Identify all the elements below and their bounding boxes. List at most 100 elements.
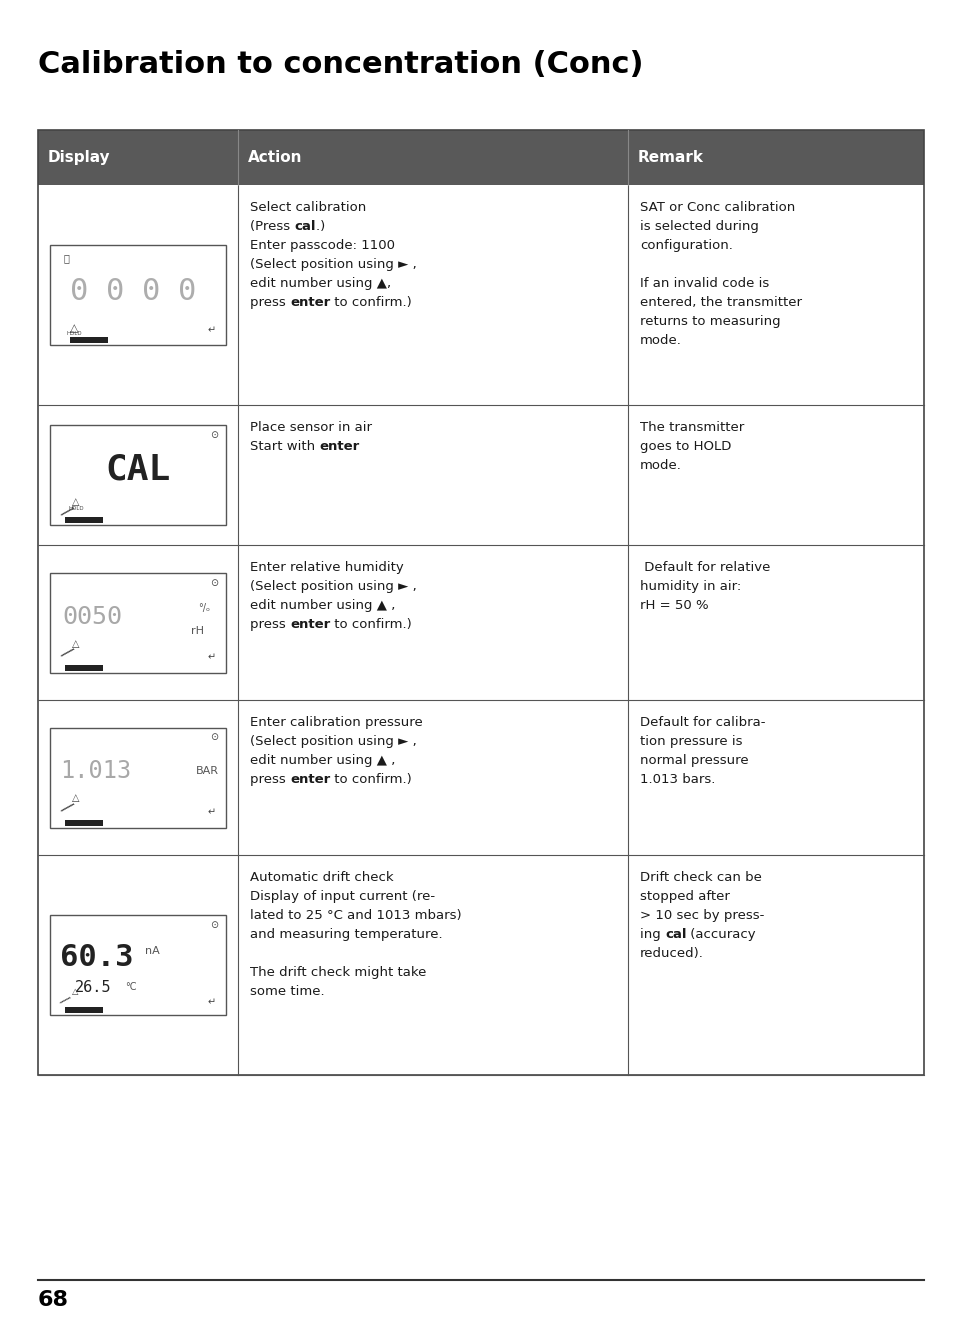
Text: rH = 50 %: rH = 50 % (639, 599, 708, 612)
Text: entered, the transmitter: entered, the transmitter (639, 297, 801, 309)
Bar (65, 517, 103, 522)
Text: (Select position using ► ,: (Select position using ► , (250, 580, 416, 593)
Text: and measuring temperature.: and measuring temperature. (250, 929, 442, 941)
Bar (70, 337, 108, 343)
Text: 0050: 0050 (62, 604, 122, 628)
Bar (50, 573, 226, 672)
Text: mode.: mode. (639, 334, 681, 347)
Text: ↵: ↵ (208, 807, 215, 818)
Bar (50, 244, 226, 345)
Text: ⊙: ⊙ (210, 921, 218, 930)
Text: BAR: BAR (195, 767, 219, 776)
Text: 1.013 bars.: 1.013 bars. (639, 774, 715, 786)
Text: Display of input current (re-: Display of input current (re- (250, 890, 435, 903)
Text: Automatic drift check: Automatic drift check (250, 871, 394, 884)
Text: Default for calibra-: Default for calibra- (639, 716, 764, 729)
Text: The transmitter: The transmitter (639, 421, 743, 434)
Text: Enter relative humidity: Enter relative humidity (250, 561, 403, 574)
Text: returns to measuring: returns to measuring (639, 315, 780, 329)
Text: /: / (58, 502, 74, 520)
Text: ↵: ↵ (208, 325, 215, 335)
Text: CAL: CAL (105, 453, 171, 488)
Text: ing: ing (639, 929, 664, 941)
Text: △: △ (71, 987, 78, 997)
Text: Place sensor in air: Place sensor in air (250, 421, 372, 434)
Text: (accuracy: (accuracy (686, 929, 756, 941)
Text: to confirm.): to confirm.) (330, 619, 412, 631)
Bar (50, 915, 226, 1015)
Text: nA: nA (145, 946, 159, 957)
Text: °/ₒ: °/ₒ (198, 604, 210, 613)
Text: normal pressure: normal pressure (639, 754, 748, 767)
Text: ⊙: ⊙ (210, 577, 218, 588)
Text: 26.5: 26.5 (75, 979, 112, 994)
Text: to confirm.): to confirm.) (330, 774, 412, 786)
Bar (38, 130, 923, 184)
Text: ⊙: ⊙ (210, 732, 218, 743)
Bar (38, 545, 923, 700)
Text: Default for relative: Default for relative (639, 561, 770, 574)
Text: enter: enter (319, 440, 359, 453)
Text: ↵: ↵ (208, 652, 215, 663)
Text: SAT or Conc calibration: SAT or Conc calibration (639, 200, 795, 214)
Bar (65, 819, 103, 826)
Text: (Select position using ► ,: (Select position using ► , (250, 258, 416, 271)
Bar (50, 425, 226, 525)
Text: press: press (250, 619, 290, 631)
Text: reduced).: reduced). (639, 947, 703, 961)
Text: The drift check might take: The drift check might take (250, 966, 426, 979)
Text: some time.: some time. (250, 985, 324, 998)
Bar (38, 855, 923, 1075)
Text: 1.013: 1.013 (60, 759, 132, 783)
Text: Select calibration: Select calibration (250, 200, 366, 214)
Text: (Press: (Press (250, 220, 294, 232)
Bar (50, 728, 226, 827)
Text: 0: 0 (178, 277, 196, 306)
Text: If an invalid code is: If an invalid code is (639, 277, 768, 290)
Text: edit number using ▲,: edit number using ▲, (250, 277, 391, 290)
Text: stopped after: stopped after (639, 890, 729, 903)
Text: rH: rH (191, 625, 204, 636)
Text: 0: 0 (142, 277, 160, 306)
Text: Enter passcode: 1100: Enter passcode: 1100 (250, 239, 395, 253)
Text: Calibration to concentration (Conc): Calibration to concentration (Conc) (38, 49, 643, 79)
Text: press: press (250, 774, 290, 786)
Text: /: / (58, 993, 71, 1006)
Text: △: △ (71, 794, 79, 803)
Text: HOLD: HOLD (67, 331, 83, 335)
Text: Start with: Start with (250, 440, 319, 453)
Text: 0: 0 (106, 277, 124, 306)
Text: cal: cal (294, 220, 315, 232)
Text: ↵: ↵ (208, 997, 215, 1007)
Text: △: △ (70, 323, 78, 333)
Text: > 10 sec by press-: > 10 sec by press- (639, 908, 763, 922)
Text: lated to 25 °C and 1013 mbars): lated to 25 °C and 1013 mbars) (250, 908, 461, 922)
Text: press: press (250, 297, 290, 309)
Text: is selected during: is selected during (639, 220, 758, 232)
Text: Enter calibration pressure: Enter calibration pressure (250, 716, 422, 729)
Bar (65, 664, 103, 671)
Text: △: △ (71, 497, 79, 506)
Text: edit number using ▲ ,: edit number using ▲ , (250, 754, 395, 767)
Text: Drift check can be: Drift check can be (639, 871, 761, 884)
Text: enter: enter (290, 297, 330, 309)
Bar (38, 700, 923, 855)
Text: /: / (58, 799, 74, 816)
Text: 🔒: 🔒 (64, 253, 70, 263)
Text: △: △ (71, 639, 79, 648)
Text: humidity in air:: humidity in air: (639, 580, 740, 593)
Text: Display: Display (48, 150, 111, 166)
Text: cal: cal (664, 929, 686, 941)
Text: (Select position using ► ,: (Select position using ► , (250, 735, 416, 748)
Bar (65, 1007, 103, 1013)
Text: HOLD: HOLD (69, 506, 85, 510)
Text: goes to HOLD: goes to HOLD (639, 440, 731, 453)
Text: 0: 0 (70, 277, 89, 306)
Text: tion pressure is: tion pressure is (639, 735, 741, 748)
Text: edit number using ▲ ,: edit number using ▲ , (250, 599, 395, 612)
Text: /: / (58, 644, 74, 661)
Text: mode.: mode. (639, 460, 681, 472)
Text: .): .) (315, 220, 334, 232)
Text: enter: enter (290, 774, 330, 786)
Text: to confirm.): to confirm.) (330, 297, 412, 309)
